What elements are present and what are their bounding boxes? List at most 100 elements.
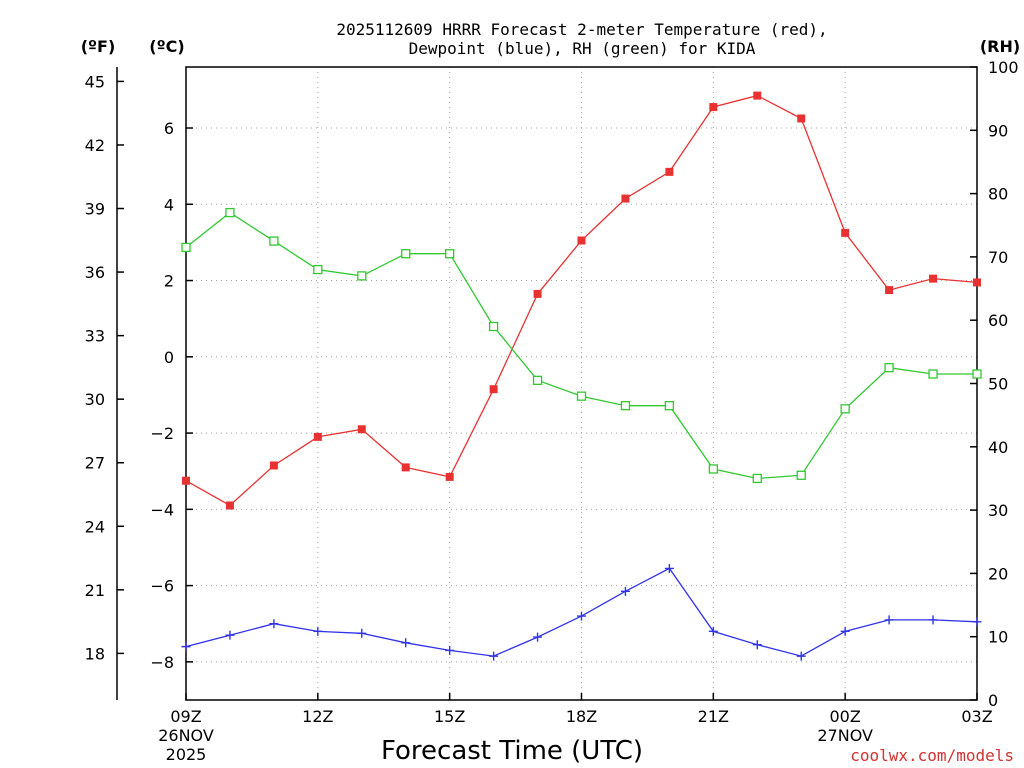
fahrenheit-tick-label: 33: [85, 327, 105, 346]
dewpoint-point: [796, 651, 806, 661]
x-axis-label: Forecast Time (UTC): [381, 736, 643, 766]
dewpoint-point: [225, 630, 235, 640]
celsius-tick-label: 6: [164, 119, 174, 138]
temperature-point: [401, 463, 410, 472]
temperature-point: [225, 501, 234, 510]
temperature-point: [269, 461, 278, 470]
celsius-tick-label: −2: [150, 424, 174, 443]
dewpoint-point: [620, 586, 630, 596]
rh-point: [225, 207, 235, 218]
fahrenheit-tick-label: 39: [85, 200, 105, 219]
chart-title-line2: Dewpoint (blue), RH (green) for KIDA: [409, 39, 756, 58]
time-tick-label: 18Z: [566, 707, 597, 726]
rh-point: [488, 321, 499, 332]
dewpoint-point: [313, 626, 323, 636]
rh-tick-label: 40: [988, 438, 1008, 457]
rh-point: [269, 236, 279, 246]
temperature-point: [445, 472, 454, 481]
temperature-point: [533, 289, 542, 298]
rh-point: [928, 369, 938, 379]
fahrenheit-tick-label: 45: [85, 72, 105, 91]
series-layer: [181, 91, 982, 661]
rh-unit-label: (RH): [980, 37, 1020, 56]
rh-point: [664, 401, 675, 411]
dewpoint-point: [708, 626, 718, 636]
fahrenheit-axis: 45 42 39 36 33 30 27 24 21 18: [85, 67, 124, 700]
rh-point: [313, 264, 323, 275]
rh-tick-label: 100: [988, 58, 1019, 77]
temperature-point: [841, 228, 850, 237]
dewpoint-point: [533, 632, 543, 642]
time-tick-date: 27NOV: [817, 726, 873, 745]
rh-point: [708, 464, 718, 474]
time-tick-label: 15Z: [434, 707, 465, 726]
rh-point: [532, 375, 543, 385]
time-tick-year: 2025: [166, 745, 207, 764]
dewpoint-point: [840, 626, 850, 636]
series-group-1: [181, 563, 982, 661]
temperature-point: [577, 236, 586, 245]
temperature-point: [753, 91, 762, 100]
rh-point: [401, 249, 411, 259]
rh-point: [972, 369, 982, 379]
rh-tick-label: 30: [988, 501, 1008, 520]
temperature-point: [973, 278, 981, 287]
rh-tick-label: 90: [988, 121, 1008, 140]
dewpoint-point: [752, 640, 762, 650]
rh-tick-label: 70: [988, 248, 1008, 267]
fahrenheit-tick-label: 42: [85, 136, 105, 155]
celsius-axis: 6 4 2 0 −2 −4 −6 −8: [150, 119, 193, 672]
fahrenheit-tick-label: 30: [85, 390, 105, 409]
dewpoint-point: [577, 611, 586, 621]
plot-frame: [185, 66, 978, 701]
time-tick-label: 09Z: [170, 707, 201, 726]
dewpoint-point: [269, 619, 279, 629]
rh-tick-label: 10: [988, 628, 1008, 647]
rh-point: [840, 404, 850, 414]
fahrenheit-tick-label: 24: [85, 517, 105, 536]
series-group-0: [182, 91, 981, 510]
time-tick-label: 21Z: [698, 707, 729, 726]
fahrenheit-tick-label: 18: [85, 644, 105, 663]
temperature-point: [357, 425, 366, 434]
dewpoint-point: [401, 638, 411, 648]
fahrenheit-unit-label: (ºF): [81, 37, 116, 56]
fahrenheit-tick-label: 36: [85, 263, 105, 282]
celsius-tick-label: −6: [150, 577, 174, 596]
credit-text: coolwx.com/models: [850, 746, 1014, 765]
rh-point: [445, 249, 455, 259]
rh-point: [796, 470, 806, 480]
temperature-point: [797, 114, 806, 123]
dewpoint-point: [357, 628, 367, 638]
fahrenheit-tick-label: 27: [85, 454, 105, 473]
rh-tick-label: 0: [988, 691, 998, 710]
dewpoint-point: [445, 645, 455, 655]
grid-lines: [186, 67, 977, 700]
celsius-tick-label: −4: [150, 500, 174, 519]
rh-point: [752, 473, 762, 484]
celsius-tick-label: −8: [150, 653, 174, 672]
celsius-unit-label: (ºC): [149, 37, 184, 56]
dewpoint-point: [884, 615, 894, 625]
rh-point: [181, 242, 191, 253]
rh-point: [620, 401, 631, 411]
dewpoint-point: [664, 563, 674, 573]
celsius-tick-label: 2: [164, 272, 174, 291]
dewpoint-point: [489, 651, 499, 661]
temperature-point: [621, 194, 630, 203]
celsius-tick-label: 4: [164, 195, 174, 214]
dewpoint-point: [928, 615, 938, 625]
fahrenheit-tick-label: 21: [85, 581, 105, 600]
temperature-point: [182, 476, 190, 485]
time-tick-label: 03Z: [961, 707, 992, 726]
dewpoint-point: [181, 642, 191, 652]
rh-tick-label: 60: [988, 311, 1008, 330]
rh-tick-label: 20: [988, 564, 1008, 583]
temperature-point: [709, 103, 718, 112]
series-group-2: [181, 207, 982, 484]
chart-title-line1: 2025112609 HRRR Forecast 2-meter Tempera…: [336, 20, 827, 39]
rh-point: [357, 271, 367, 281]
